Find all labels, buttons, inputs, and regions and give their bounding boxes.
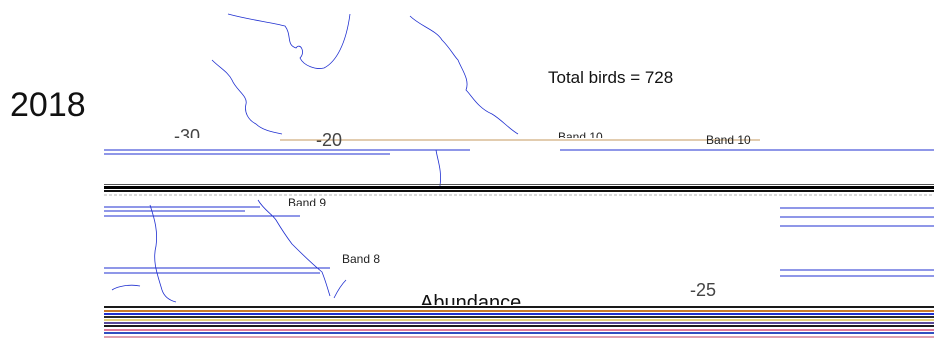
stripe-dark-1: [104, 186, 934, 189]
tick-label-1: -30: [174, 126, 201, 138]
band-label-3: Band 9: [288, 196, 327, 206]
band-label-4: Band 8: [342, 252, 381, 266]
coastline-5: [257, 199, 331, 297]
band-label-2: Band 10: [706, 133, 751, 147]
coastline-7: [111, 284, 141, 291]
coastline-1: [227, 13, 351, 69]
total-birds-label: Total birds = 728: [548, 68, 674, 87]
coastline-8: [333, 279, 347, 299]
stripe-dark-2: [104, 190, 934, 192]
legend-title: Abundance: [420, 292, 522, 305]
coastline-6: [149, 204, 177, 303]
coastline-3: [409, 15, 519, 135]
tick-label-2: -20: [316, 130, 343, 150]
tick-label-3: -25: [690, 280, 717, 300]
coastline-2: [211, 59, 283, 135]
coastline-4: [435, 149, 441, 187]
year-label: 2018: [10, 86, 86, 124]
band-label-1: Band 10: [558, 130, 603, 138]
